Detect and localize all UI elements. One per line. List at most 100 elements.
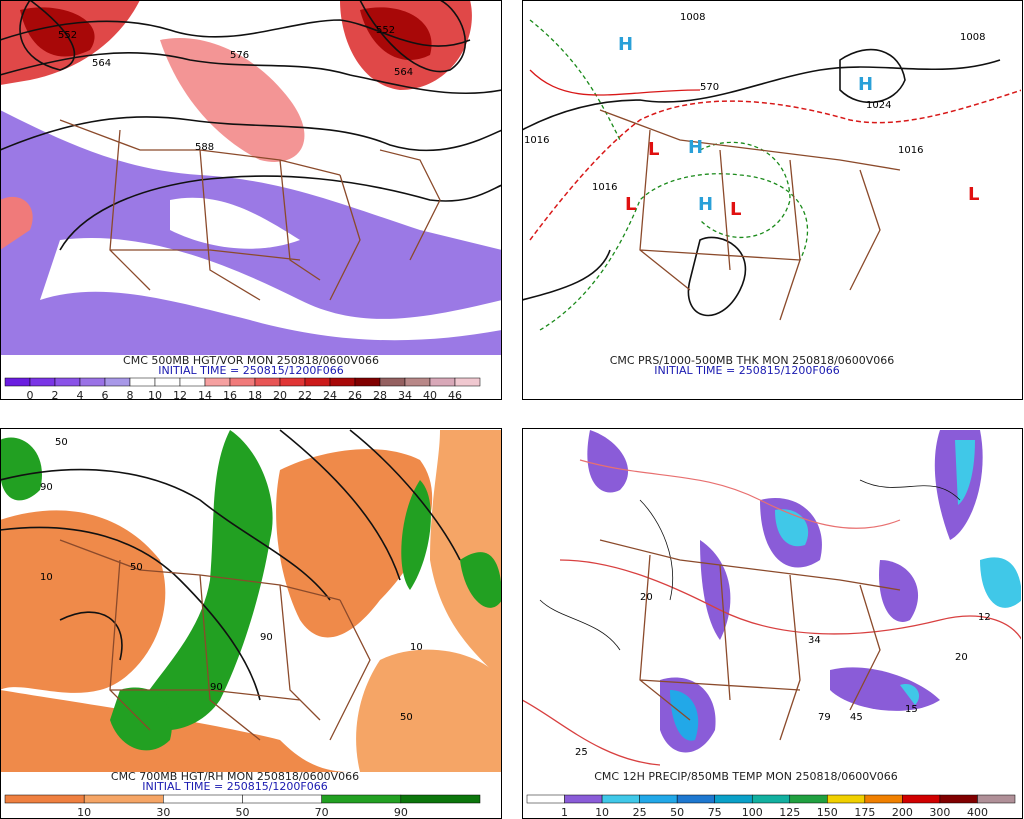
contour-label: 12 xyxy=(978,612,991,623)
colorbar-label: 10 xyxy=(77,806,91,819)
colorbar-swatch xyxy=(354,377,381,387)
colorbar-label: 300 xyxy=(929,806,950,819)
colorbar-label: 30 xyxy=(156,806,170,819)
low-marker: L xyxy=(625,194,636,215)
high-marker: H xyxy=(688,137,703,158)
contour-label: 564 xyxy=(394,67,413,78)
colorbar-swatch xyxy=(601,794,640,804)
contour-label: 1024 xyxy=(866,100,891,111)
panel-pressure: 1008 1008 1016 1016 1016 1024 570 H H H … xyxy=(522,0,1023,400)
colorbar-label: 2 xyxy=(52,389,59,402)
colorbar-label: 50 xyxy=(670,806,684,819)
colorbar-label: 175 xyxy=(854,806,875,819)
map: 552 564 576 588 552 564 xyxy=(1,1,501,355)
colorbar-label: 70 xyxy=(315,806,329,819)
colorbar-label: 6 xyxy=(102,389,109,402)
contour-label: 10 xyxy=(410,642,423,653)
colorbar-swatch xyxy=(79,377,106,387)
initial-time: INITIAL TIME = 250815/1200F066 xyxy=(654,364,839,377)
panel-title: CMC PRS/1000-500MB THK MON 250818/0600V0… xyxy=(610,354,895,367)
map: 50 90 90 10 50 10 50 90 xyxy=(1,429,501,772)
colorbar-label: 12 xyxy=(173,389,187,402)
colorbar-label: 18 xyxy=(248,389,262,402)
colorbar-swatch xyxy=(902,794,941,804)
panel-title: CMC 12H PRECIP/850MB TEMP MON 250818/060… xyxy=(594,770,898,783)
colorbar-swatch xyxy=(676,794,715,804)
colorbar-swatch xyxy=(454,377,481,387)
colorbar-label: 24 xyxy=(323,389,337,402)
high-marker: H xyxy=(858,74,873,95)
colorbar-swatch xyxy=(229,377,256,387)
colorbar-label: 20 xyxy=(273,389,287,402)
map: 20 20 25 12 34 79 45 15 xyxy=(523,430,1021,766)
colorbar-swatch xyxy=(204,377,231,387)
colorbar-swatch xyxy=(977,794,1016,804)
colorbar-swatch xyxy=(129,377,156,387)
colorbar-label: 125 xyxy=(779,806,800,819)
contour-label: 79 xyxy=(818,712,831,723)
low-marker: L xyxy=(648,139,659,160)
colorbar-label: 90 xyxy=(394,806,408,819)
colorbar-swatch xyxy=(404,377,431,387)
colorbar-swatch xyxy=(163,794,243,804)
panel-precip: 20 20 25 12 34 79 45 15 CMC 12H PRECIP/8… xyxy=(522,428,1023,819)
colorbar-label: 40 xyxy=(423,389,437,402)
colorbar-label: 46 xyxy=(448,389,462,402)
contour-label: 552 xyxy=(376,25,395,36)
colorbar-swatch xyxy=(29,377,56,387)
contour-label: 564 xyxy=(92,58,111,69)
colorbar-label: 26 xyxy=(348,389,362,402)
contour-label: 50 xyxy=(55,437,68,448)
contour-label: 90 xyxy=(210,682,223,693)
colorbar-swatch xyxy=(564,794,603,804)
contour-label: 90 xyxy=(40,482,53,493)
colorbar-label: 14 xyxy=(198,389,212,402)
colorbar-label: 75 xyxy=(708,806,722,819)
colorbar-swatch xyxy=(751,794,791,804)
colorbar-swatch xyxy=(429,377,456,387)
colorbar-label: 10 xyxy=(148,389,162,402)
colorbar-swatch xyxy=(714,794,753,804)
colorbar-swatch xyxy=(827,794,866,804)
colorbar-swatch xyxy=(789,794,828,804)
contour-label: 588 xyxy=(195,142,214,153)
colorbar-swatch xyxy=(104,377,131,387)
contour-label: 1016 xyxy=(524,135,549,146)
colorbar-label: 22 xyxy=(298,389,312,402)
initial-time: INITIAL TIME = 250815/1200F066 xyxy=(142,780,327,793)
colorbar-swatch xyxy=(4,377,31,387)
colorbar-swatch xyxy=(379,377,406,387)
colorbar-label: 28 xyxy=(373,389,387,402)
contour-label: 34 xyxy=(808,635,821,646)
colorbar-label: 200 xyxy=(892,806,913,819)
colorbar-label: 16 xyxy=(223,389,237,402)
contour-label: 20 xyxy=(955,652,968,663)
colorbar-swatch xyxy=(54,377,81,387)
colorbar-label: 150 xyxy=(817,806,838,819)
contour-label: 50 xyxy=(130,562,143,573)
contour-label: 570 xyxy=(700,82,719,93)
contour-label: 45 xyxy=(850,712,863,723)
colorbar-swatch xyxy=(864,794,903,804)
panel-title: CMC 500MB HGT/VOR MON 250818/0600V066 xyxy=(123,354,379,367)
high-marker: H xyxy=(698,194,713,215)
panel-title: CMC 700MB HGT/RH MON 250818/0600V066 xyxy=(111,770,359,783)
contour-label: 1008 xyxy=(680,12,705,23)
colorbar-swatch xyxy=(526,794,565,804)
colorbar-swatch xyxy=(639,794,678,804)
colorbar-label: 8 xyxy=(127,389,134,402)
colorbar-label: 10 xyxy=(595,806,609,819)
contour-label: 1016 xyxy=(898,145,923,156)
colorbar-swatch xyxy=(179,377,206,387)
colorbar-swatch xyxy=(279,377,306,387)
initial-time: INITIAL TIME = 250815/1200F066 xyxy=(158,364,343,377)
high-marker: H xyxy=(618,34,633,55)
colorbar-swatch xyxy=(83,794,164,804)
colorbar-label: 34 xyxy=(398,389,412,402)
panel-vorticity: 552 564 576 588 552 564 CMC 500MB HGT/VO… xyxy=(0,0,502,400)
colorbar-swatch xyxy=(321,794,402,804)
contour-label: 90 xyxy=(260,632,273,643)
panel-humidity: 50 90 90 10 50 10 50 90 CMC 700MB HGT/RH… xyxy=(0,428,502,819)
colorbar-swatch xyxy=(939,794,978,804)
contour-label: 20 xyxy=(640,592,653,603)
